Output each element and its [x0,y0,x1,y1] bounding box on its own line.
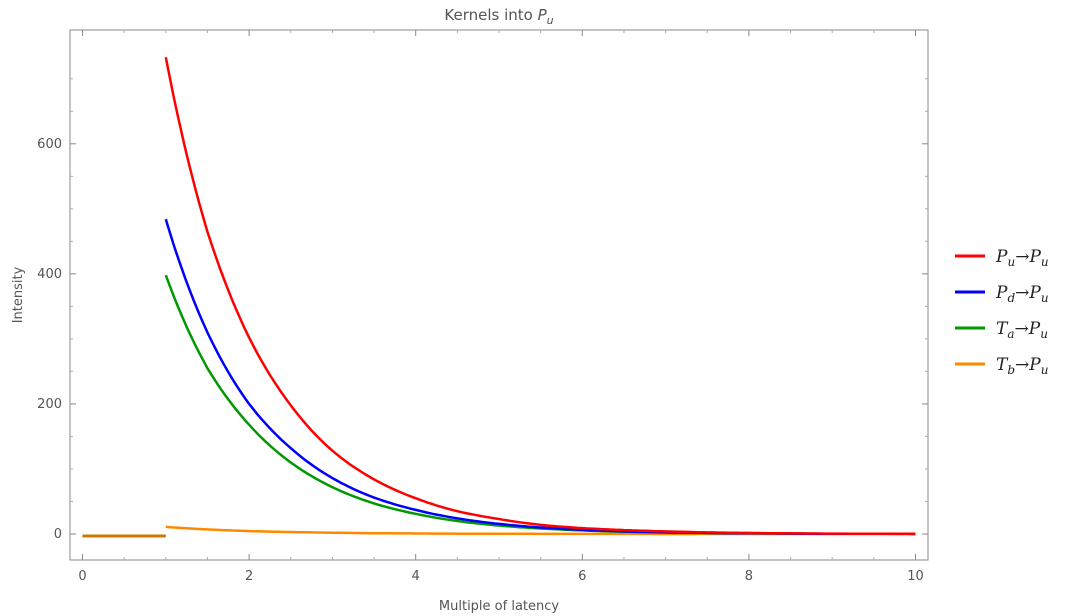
legend: Pu→Pu Pd→Pu Ta→Pu Tb→Pu [955,247,1049,377]
series-line-P_u→P_u [164,57,916,536]
y-tick-label: 600 [37,137,62,152]
x-tick-label: 0 [78,569,86,584]
legend-label: Pd→Pu [995,283,1049,305]
y-tick-label: 200 [37,397,62,412]
plot-frame [69,29,929,561]
y-tick-label: 400 [37,267,62,282]
x-tick-label: 6 [578,569,586,584]
chart-title-var: P [538,6,548,24]
legend-label: Tb→Pu [996,355,1048,377]
ticks-layer: 0 2 4 6 8 10 0 200 400 600 [37,30,928,584]
series-line-P_d→P_u [164,218,916,536]
y-axis-title: Intensity [11,266,26,323]
x-tick-label: 4 [412,569,420,584]
x-tick-label: 8 [745,569,753,584]
legend-label: Pu→Pu [995,247,1049,269]
chart-title-prefix: Kernels into [444,6,537,24]
x-tick-label: 10 [907,569,924,584]
series-line-T_a→P_u [164,274,916,536]
y-tick-label: 0 [54,527,62,542]
x-tick-label: 2 [245,569,253,584]
legend-label: Ta→Pu [996,319,1048,341]
chart-title: Kernels into Pu [444,6,553,27]
x-axis-title: Multiple of latency [439,599,559,614]
series-layer [82,57,916,538]
chart-title-sub: u [547,14,554,27]
